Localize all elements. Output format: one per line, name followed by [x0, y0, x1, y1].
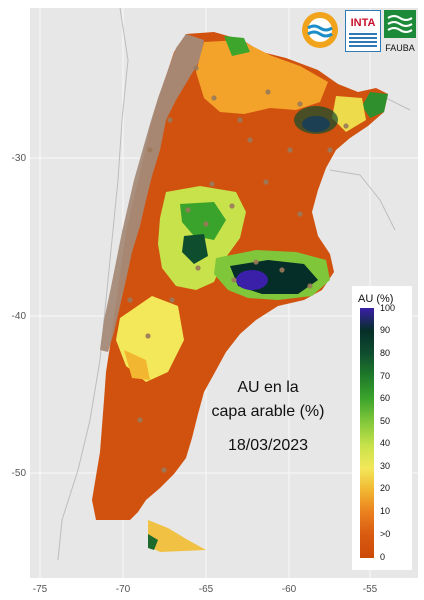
x-axis-ticks: -75 -70 -65 -60 -55	[33, 584, 378, 595]
y-tick-label: -30	[12, 153, 27, 164]
x-tick-label: -70	[116, 584, 131, 595]
inta-logo-text: INTA	[350, 17, 376, 29]
legend-label: 20	[380, 483, 390, 493]
tierra-del-fuego-green	[148, 534, 158, 550]
map-annotation: AU en la capa arable (%) 18/03/2023	[204, 376, 332, 458]
ne-moist-zone	[196, 40, 328, 114]
y-tick-label: -40	[12, 311, 27, 322]
legend-label: 70	[380, 371, 390, 381]
waves-logo	[300, 10, 340, 50]
legend-label: 80	[380, 348, 390, 358]
legend-label: 40	[380, 438, 390, 448]
legend-label: 60	[380, 393, 390, 403]
neuquen-orange	[124, 350, 150, 380]
legend-label: 0	[380, 552, 385, 562]
y-axis-ticks: -30 -40 -50	[12, 153, 27, 479]
bsas-purple-core	[236, 270, 268, 290]
andes-mask	[100, 34, 204, 352]
x-tick-label: -60	[282, 584, 297, 595]
inta-logo-stripes	[349, 33, 377, 47]
logo-strip: INTA FAUBA	[300, 8, 416, 53]
annotation-line-1: AU en la	[237, 379, 299, 396]
legend-label: 100	[380, 303, 395, 313]
central-dark-core	[182, 234, 208, 264]
tierra-del-fuego	[148, 520, 206, 552]
legend-title: AU (%)	[358, 293, 393, 305]
legend-label: 30	[380, 461, 390, 471]
fauba-logo-icon	[384, 10, 416, 38]
legend-labels: 100 90 80 70 60 50 40 30 20 10 >0 0	[380, 303, 395, 562]
ne-yellow-patch	[332, 96, 366, 132]
legend-colorbar	[360, 308, 374, 558]
x-tick-label: -55	[363, 584, 378, 595]
fauba-logo: FAUBA	[384, 10, 416, 53]
inta-logo: INTA	[345, 10, 381, 52]
x-tick-label: -75	[33, 584, 48, 595]
legend-label: >0	[380, 529, 390, 539]
ne-green-patch	[224, 36, 250, 56]
legend-label: 50	[380, 416, 390, 426]
annotation-line-2: capa arable (%)	[211, 403, 325, 420]
annotation-date: 18/03/2023	[227, 437, 309, 454]
fauba-logo-text: FAUBA	[385, 43, 415, 53]
x-tick-label: -65	[199, 584, 214, 595]
y-tick-label: -50	[12, 468, 27, 479]
legend: AU (%) 100 90 80 70 60	[352, 286, 412, 570]
legend-label: 10	[380, 506, 390, 516]
station-points	[127, 65, 349, 473]
legend-label: 90	[380, 325, 390, 335]
misiones-green	[362, 92, 388, 118]
waves-logo-icon	[302, 12, 338, 48]
corrientes-green	[294, 106, 338, 134]
central-green-core	[180, 202, 226, 240]
